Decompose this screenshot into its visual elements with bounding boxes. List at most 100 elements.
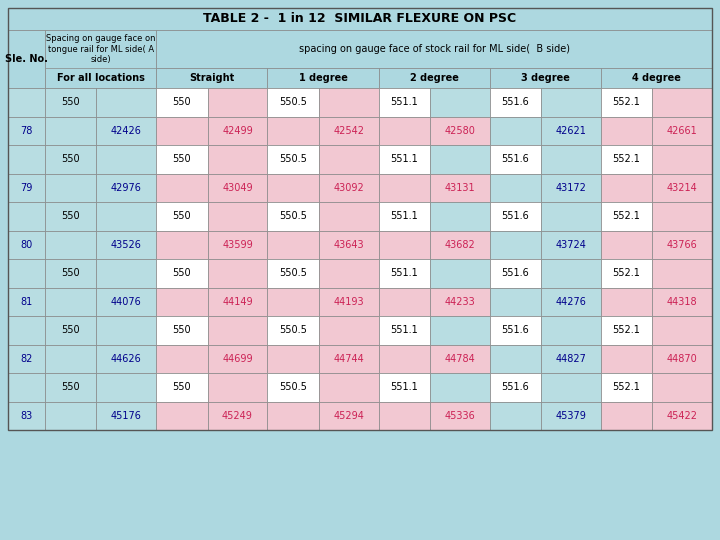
Bar [652,316,712,345]
Bar [319,316,379,345]
Text: 42976: 42976 [111,183,142,193]
Bar [379,402,430,430]
Bar [96,231,156,259]
Bar [601,173,652,202]
Bar [652,402,712,430]
Bar [8,30,45,88]
Text: 44784: 44784 [444,354,475,364]
Bar [319,231,379,259]
Bar [430,117,490,145]
Bar [490,173,541,202]
Text: spacing on gauge face of stock rail for ML side(  B side): spacing on gauge face of stock rail for … [299,44,570,54]
Text: Spacing on gauge face on
tongue rail for ML side( A
side): Spacing on gauge face on tongue rail for… [46,34,156,64]
Bar [541,202,601,231]
Text: 44699: 44699 [222,354,253,364]
Bar [490,373,541,402]
Bar [267,68,379,88]
Bar [96,402,156,430]
Text: 43049: 43049 [222,183,253,193]
Bar [8,287,45,316]
Bar [541,145,601,173]
Text: 44827: 44827 [555,354,586,364]
Bar [490,117,541,145]
Bar [8,145,45,173]
Bar [96,345,156,373]
Bar [207,373,267,402]
Bar [8,259,45,287]
Text: 552.1: 552.1 [613,325,640,335]
Text: 550.5: 550.5 [279,382,307,392]
Bar [156,402,207,430]
Bar [319,202,379,231]
Bar [541,88,601,117]
Bar [207,231,267,259]
Text: 44076: 44076 [111,297,142,307]
Text: 45336: 45336 [444,411,475,421]
Text: 550.5: 550.5 [279,325,307,335]
Text: 550: 550 [173,211,192,221]
Bar [45,373,96,402]
Text: 550.5: 550.5 [279,268,307,278]
Bar [379,173,430,202]
Bar [379,287,430,316]
Bar [156,287,207,316]
Text: 552.1: 552.1 [613,211,640,221]
Text: 45379: 45379 [555,411,586,421]
Text: 44318: 44318 [667,297,698,307]
Bar [379,202,430,231]
Text: 4 degree: 4 degree [632,73,681,83]
Bar [207,202,267,231]
Bar [156,202,207,231]
Bar [45,345,96,373]
Bar [96,117,156,145]
Bar [430,231,490,259]
Bar [541,345,601,373]
Text: 42542: 42542 [333,126,364,136]
Text: For all locations: For all locations [57,73,145,83]
Bar [379,68,490,88]
Bar [490,202,541,231]
Text: 42499: 42499 [222,126,253,136]
Text: 1 degree: 1 degree [299,73,347,83]
Bar [96,373,156,402]
Text: 44233: 44233 [444,297,475,307]
Text: 45422: 45422 [667,411,698,421]
Text: 82: 82 [20,354,32,364]
Text: 44626: 44626 [111,354,142,364]
Bar [96,88,156,117]
Text: 550: 550 [61,268,80,278]
Text: 43643: 43643 [333,240,364,249]
Bar [490,402,541,430]
Bar [207,259,267,287]
Bar [96,173,156,202]
Bar [96,259,156,287]
Text: 550.5: 550.5 [279,211,307,221]
Text: 551.1: 551.1 [390,382,418,392]
Bar [8,117,45,145]
Bar [601,88,652,117]
Text: 45176: 45176 [111,411,142,421]
Text: 551.1: 551.1 [390,268,418,278]
Bar [490,68,601,88]
Bar [601,316,652,345]
Text: Straight: Straight [189,73,235,83]
Text: 551.1: 551.1 [390,211,418,221]
Text: 44744: 44744 [333,354,364,364]
Bar [652,88,712,117]
Bar [45,259,96,287]
Bar [45,88,96,117]
Bar [319,145,379,173]
Bar [601,259,652,287]
Bar [8,373,45,402]
Text: 551.6: 551.6 [501,211,529,221]
Bar [319,345,379,373]
Bar [207,173,267,202]
Bar [319,117,379,145]
Bar [430,287,490,316]
Bar [319,88,379,117]
Bar [156,316,207,345]
Text: 44276: 44276 [555,297,586,307]
Bar [430,259,490,287]
Text: 80: 80 [20,240,32,249]
Bar [319,373,379,402]
